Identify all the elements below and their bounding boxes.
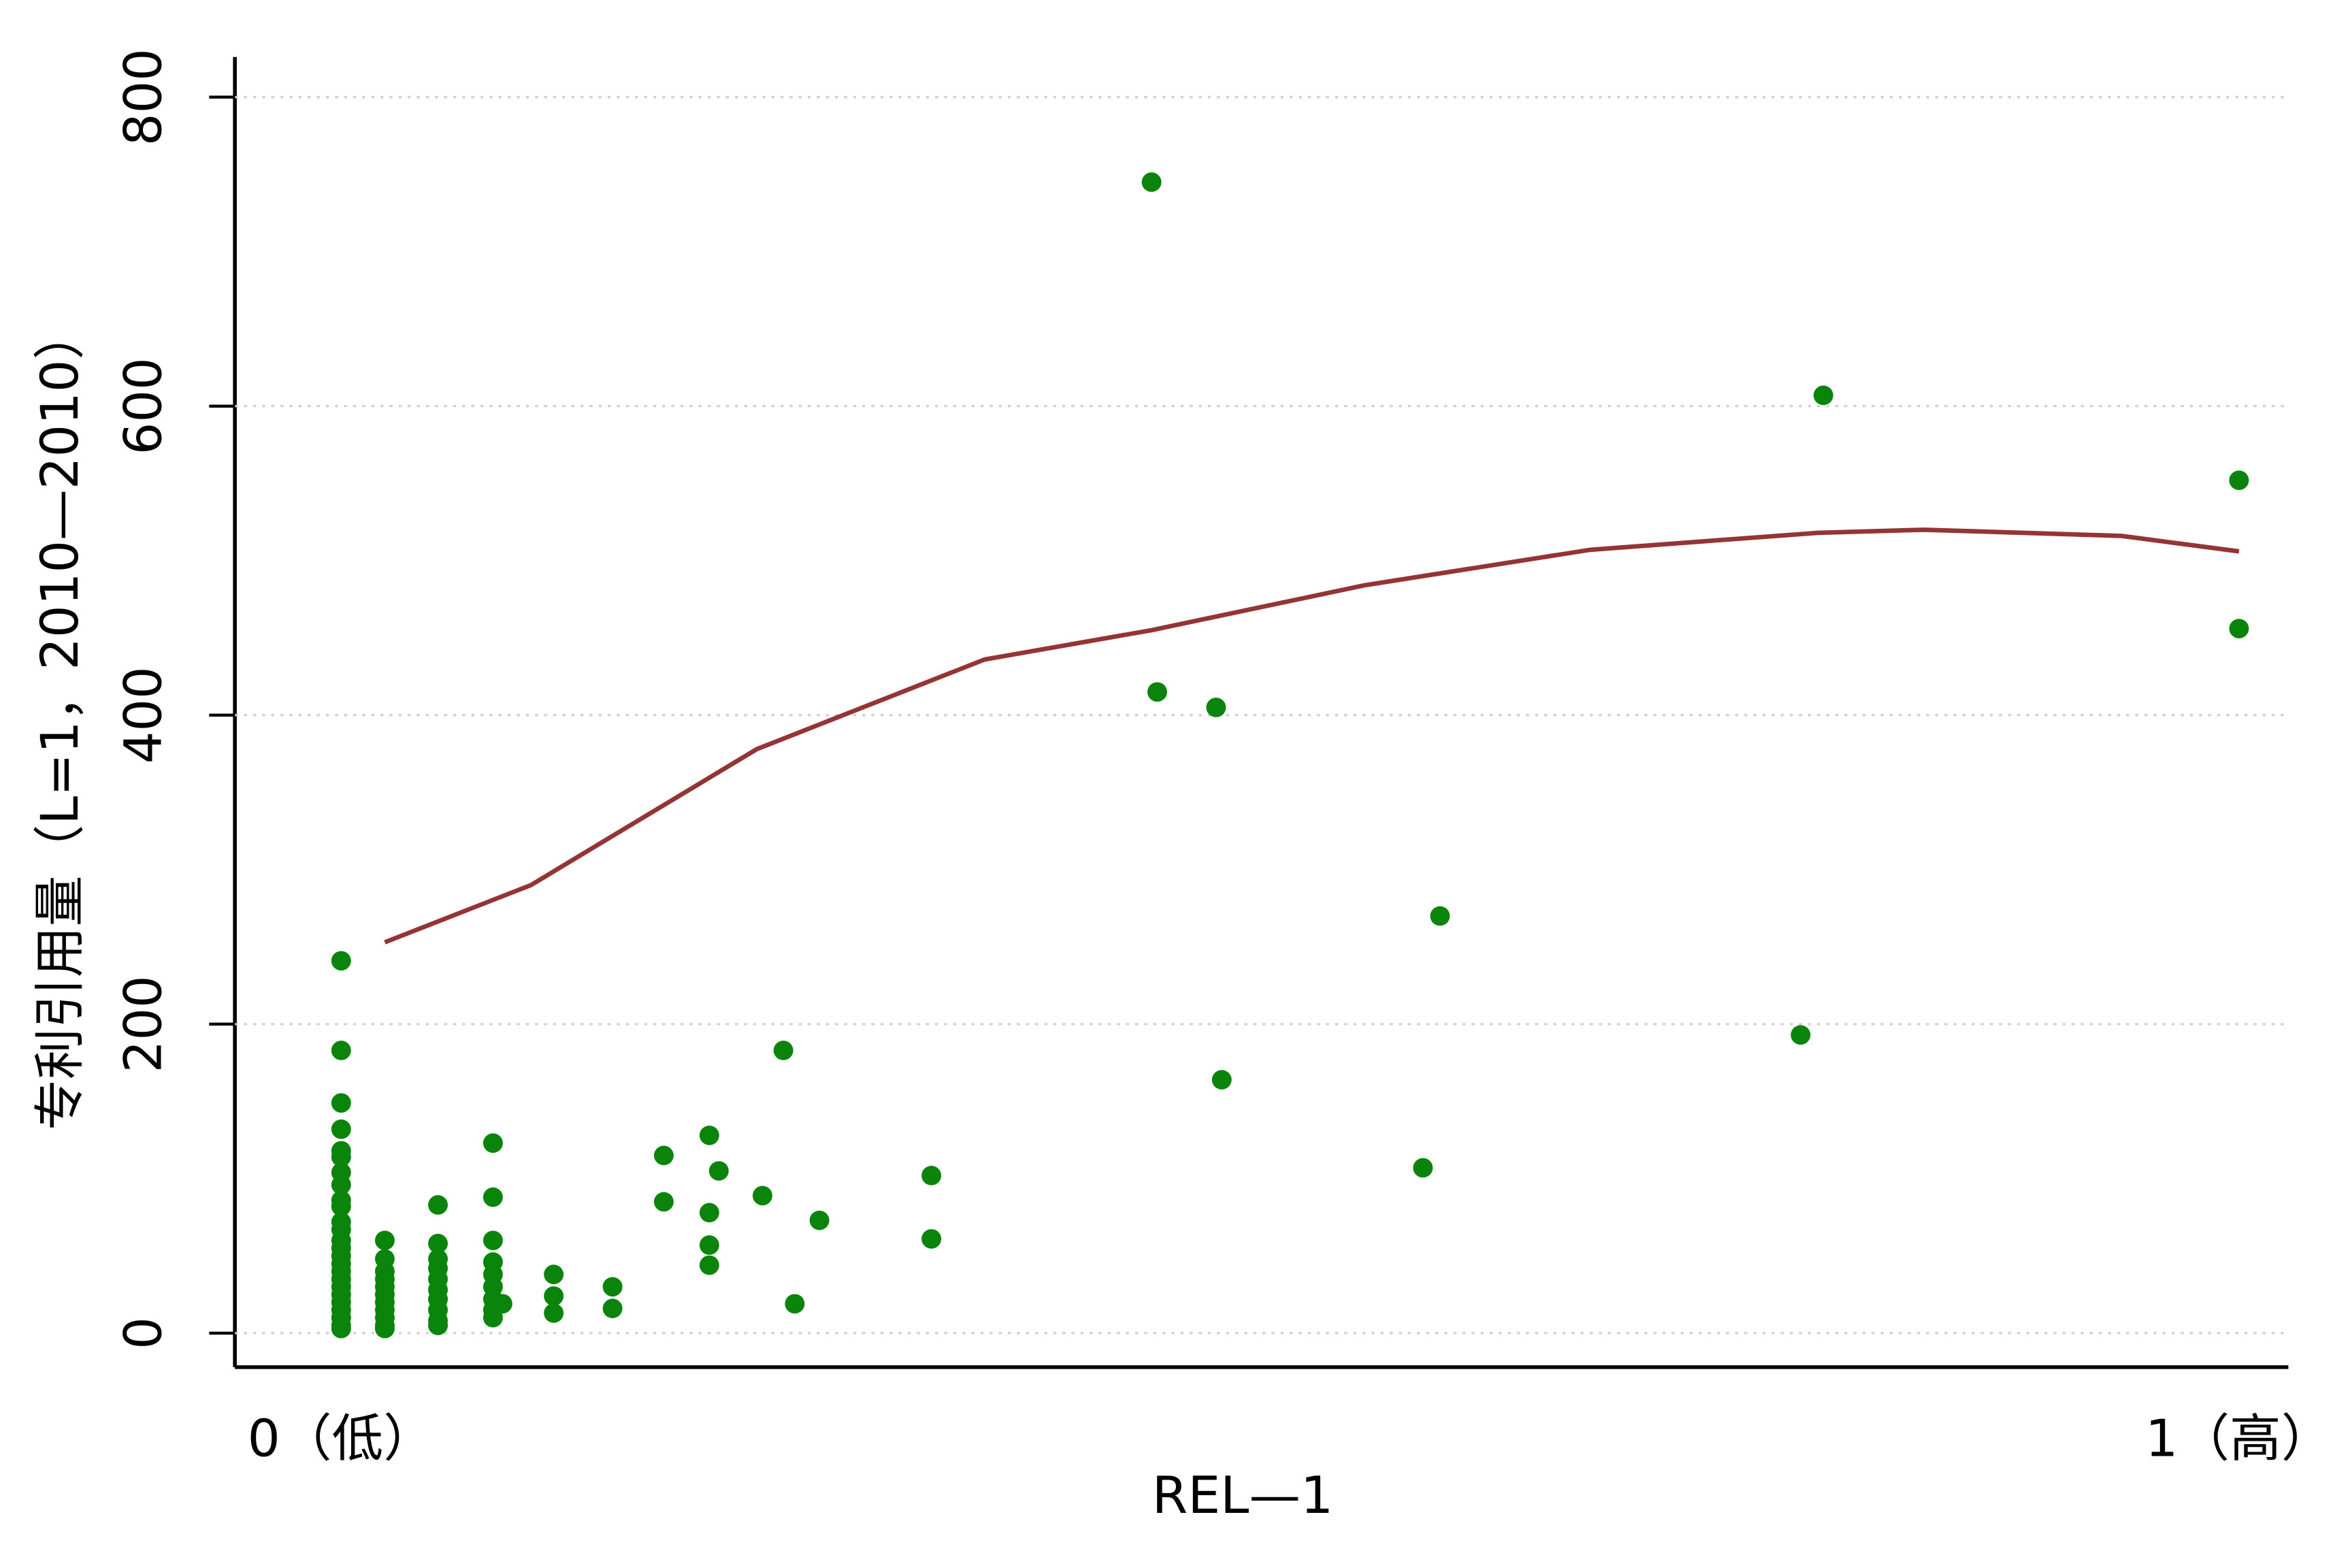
data-point [785, 1294, 805, 1314]
data-point [331, 1175, 351, 1195]
data-point [1147, 682, 1167, 702]
data-point [1430, 906, 1450, 926]
data-point [773, 1041, 794, 1060]
data-point [1413, 1158, 1433, 1178]
data-point [2229, 619, 2249, 638]
data-point [331, 1093, 351, 1113]
data-point [1791, 1025, 1811, 1045]
data-point [492, 1294, 512, 1314]
data-point [331, 1041, 351, 1060]
data-point [483, 1133, 503, 1153]
y-tick-label: 200 [113, 975, 173, 1073]
fit-line [384, 527, 2240, 945]
data-point [374, 1318, 395, 1339]
data-point [699, 1235, 719, 1255]
data-point [653, 1192, 674, 1212]
data-point [699, 1125, 719, 1145]
data-point [2229, 470, 2249, 491]
data-point [699, 1203, 719, 1223]
data-point [544, 1286, 564, 1306]
data-point [752, 1186, 772, 1206]
data-point [544, 1264, 564, 1284]
x-tick-label: 1（高） [2145, 1409, 2332, 1469]
data-point [331, 1119, 351, 1139]
data-point [699, 1255, 719, 1275]
data-point [374, 1230, 395, 1251]
data-point [1141, 172, 1162, 192]
data-point [483, 1307, 503, 1328]
data-point [483, 1230, 503, 1251]
data-point [331, 1318, 351, 1339]
data-point [921, 1166, 942, 1186]
y-tick-label: 800 [113, 48, 173, 146]
data-point [1813, 385, 1833, 406]
x-tick-label: 0（低） [248, 1409, 435, 1469]
x-axis-label: REL—1 [1152, 1465, 1333, 1525]
y-tick-label: 0 [113, 1317, 173, 1350]
data-point [708, 1161, 729, 1181]
data-point [483, 1187, 503, 1207]
y-axis-label: 专利引用量（L=1，2010—2010） [30, 309, 90, 1130]
data-point [544, 1303, 564, 1323]
data-point [602, 1298, 623, 1318]
data-point [602, 1277, 623, 1297]
data-point [809, 1210, 830, 1230]
data-point [428, 1316, 448, 1335]
data-point [1211, 1070, 1232, 1090]
data-point [428, 1195, 448, 1215]
data-point [921, 1229, 942, 1249]
data-point [653, 1145, 674, 1166]
data-point [331, 1147, 351, 1167]
data-point [428, 1233, 448, 1254]
data-point [331, 1196, 351, 1217]
y-tick-label: 600 [113, 357, 173, 455]
y-tick-label: 400 [113, 666, 173, 764]
data-point [1206, 698, 1226, 717]
data-point [331, 951, 351, 971]
